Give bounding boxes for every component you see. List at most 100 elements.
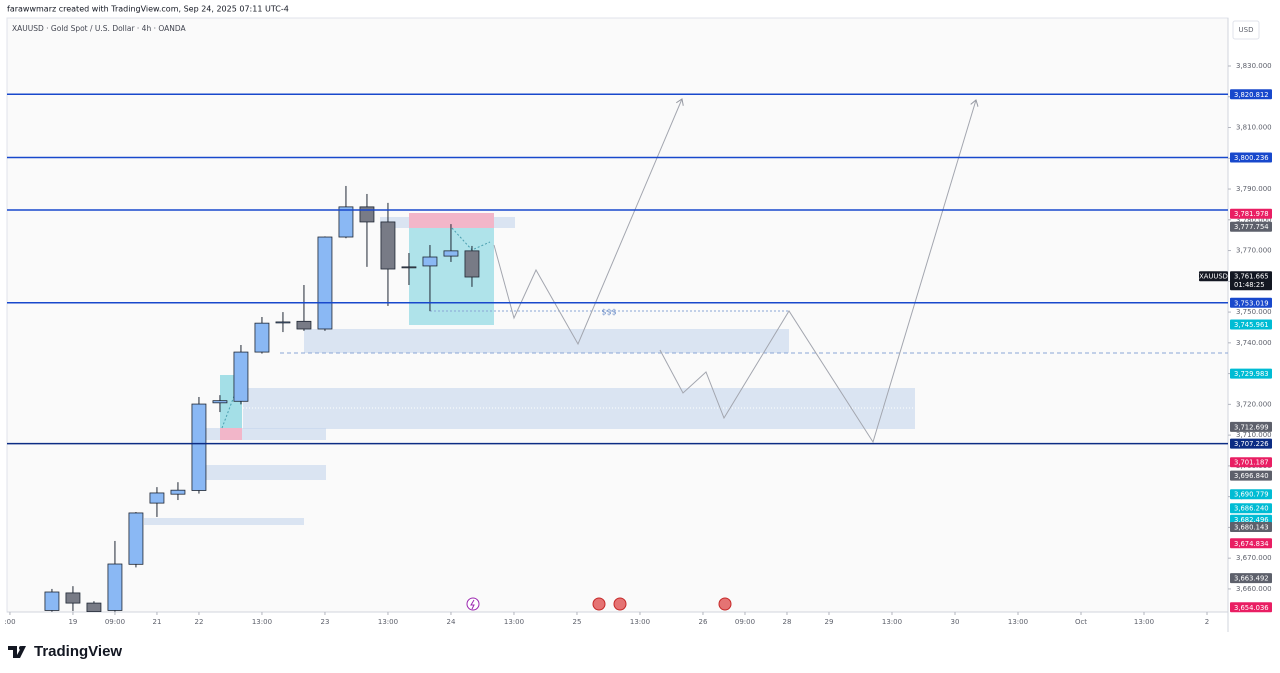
price-label-box (1230, 152, 1272, 163)
header: farawwmarz created with TradingView.com,… (7, 5, 289, 14)
target-zone (409, 228, 494, 325)
candle-body (44, 591, 60, 611)
x-tick-label: 13:00 (1008, 618, 1028, 626)
y-tick-label: 3,720.000 (1236, 400, 1272, 408)
y-tick-label: 3,810.000 (1236, 124, 1272, 132)
price-label: 3,753.019 (1234, 299, 1269, 307)
price-label-box (1230, 421, 1272, 432)
price-label-box (1230, 503, 1272, 514)
x-tick-label: 25 (573, 618, 582, 626)
symbol-badge-box (1199, 271, 1228, 282)
price-label-box (1230, 368, 1272, 379)
event-icon[interactable] (613, 597, 627, 611)
projection-path (221, 374, 243, 429)
currency-box[interactable] (1232, 20, 1260, 40)
brand[interactable]: TradingView (34, 643, 122, 660)
x-tick-label: 30 (951, 618, 960, 626)
x-tick-label: 13:00 (882, 618, 902, 626)
price-label: 3,682.496 (1234, 516, 1269, 524)
x-tick-label: 28 (783, 618, 792, 626)
stop-zone (409, 213, 494, 228)
x-tick-label: 29 (825, 618, 834, 626)
x-tick-label: 2 (1205, 618, 1209, 626)
y-tick-label: 3,670.000 (1236, 554, 1272, 562)
x-tick-label: 13:00 (252, 618, 272, 626)
candle-body (128, 512, 144, 565)
candle-body (359, 206, 375, 223)
x-tick-label: :00 (4, 618, 15, 626)
price-label: 3,777.754 (1234, 223, 1269, 231)
x-tick-label: 24 (447, 618, 456, 626)
price-label-box (1230, 208, 1272, 219)
price-label: 3,712.699 (1234, 423, 1269, 431)
price-label-box (1230, 538, 1272, 549)
candle-body (443, 250, 459, 257)
countdown: 01:48:25 (1234, 281, 1265, 289)
price-label: 3,680.143 (1234, 523, 1269, 531)
projection-path (493, 99, 682, 346)
event-icon-glyph (470, 599, 475, 610)
price-label: 3,674.834 (1234, 540, 1269, 548)
price-label: 3,690.779 (1234, 491, 1269, 499)
price-label: 3,800.236 (1234, 154, 1269, 162)
candle-body (380, 221, 396, 270)
candle-body (170, 489, 186, 495)
y-tick-label: 3,660.000 (1236, 585, 1272, 593)
candle-body (65, 592, 81, 604)
projection-path (659, 100, 976, 444)
event-icon[interactable] (718, 597, 732, 611)
zone (304, 329, 789, 353)
x-tick-label: 19 (68, 618, 77, 626)
candle-body (317, 236, 333, 330)
y-tick-label: 3,830.000 (1236, 62, 1272, 70)
price-label: 3,707.226 (1234, 440, 1269, 448)
x-tick-label: Oct (1075, 618, 1087, 626)
currency[interactable]: USD (1239, 26, 1254, 34)
x-tick-label: 13:00 (378, 618, 398, 626)
candle-body (464, 250, 480, 278)
y-tick-label: 3,710.000 (1236, 431, 1272, 439)
x-tick-label: 13:00 (630, 618, 650, 626)
price-label-box (1230, 89, 1272, 100)
y-tick-label: 3,740.000 (1236, 339, 1272, 347)
candle-body (107, 563, 123, 611)
x-tick-label: 26 (699, 618, 708, 626)
x-tick-label: 21 (152, 618, 161, 626)
y-tick-label: 3,780.000 (1236, 216, 1272, 224)
price-label: 3,820.812 (1234, 91, 1269, 99)
price-label-box (1230, 297, 1272, 308)
x-tick-label: 22 (194, 618, 203, 626)
price-label: 3,745.961 (1234, 321, 1269, 329)
price-label-box (1230, 489, 1272, 500)
candle-body (422, 256, 438, 267)
x-tick-label: 09:00 (735, 618, 755, 626)
event-icon[interactable] (466, 597, 480, 611)
candle-body (191, 403, 207, 491)
candle-body (401, 266, 417, 269)
price-label-box (1230, 438, 1272, 449)
series-layer (44, 185, 480, 612)
price-label: 3,663.492 (1234, 575, 1269, 583)
price-label-box (1230, 457, 1272, 468)
price-label-box (1230, 602, 1272, 613)
last-price-label: 3,761.665 (1234, 273, 1269, 281)
drawings (144, 99, 1228, 525)
stop-zone (220, 428, 242, 440)
price-label-box (1230, 573, 1272, 584)
event-icon[interactable] (592, 597, 606, 611)
candle-body (275, 321, 291, 324)
event-icons[interactable] (466, 597, 732, 611)
symbol-badge: XAUUSD (1199, 273, 1228, 281)
x-tick-label: 09:00 (105, 618, 125, 626)
candle-body (254, 322, 270, 353)
candle-body (86, 602, 102, 612)
candle-body (338, 206, 354, 238)
y-tick-label: 3,750.000 (1236, 308, 1272, 316)
price-label: 3,781.978 (1234, 210, 1269, 218)
zone (144, 518, 304, 525)
candle-body (296, 320, 312, 330)
logo[interactable]: TradingView (8, 643, 122, 660)
y-tick-label: 3,790.000 (1236, 185, 1272, 193)
candle-body (149, 492, 165, 504)
price-label-box (1230, 319, 1272, 330)
